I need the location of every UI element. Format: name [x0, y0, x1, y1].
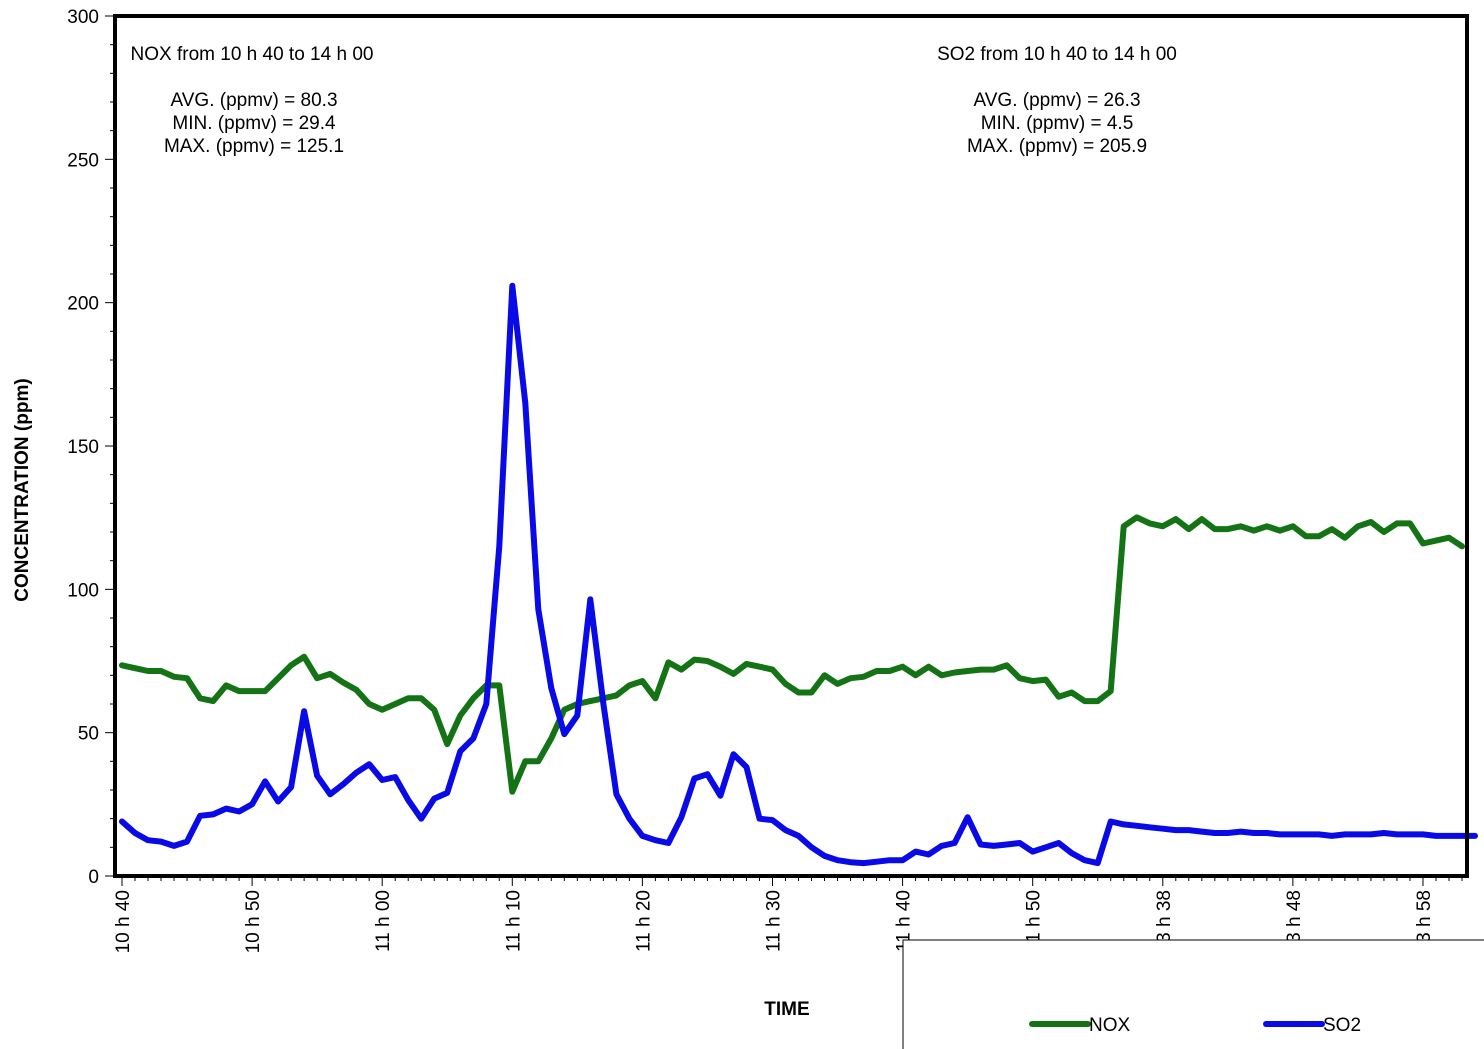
- so2-annotation-avg: AVG. (ppmv) = 26.3: [973, 90, 1140, 111]
- y-tick-label: 50: [78, 724, 99, 745]
- x-tick-label: 11 h 20: [633, 890, 654, 952]
- y-tick-label: 300: [67, 7, 99, 28]
- legend: NOX SO2: [902, 939, 1484, 1049]
- x-axis-title: TIME: [764, 999, 809, 1020]
- y-tick-label: 200: [67, 294, 99, 315]
- so2-annotation: SO2 from 10 h 40 to 14 h 00 AVG. (ppmv) …: [937, 44, 1177, 157]
- x-tick-label: 13 h 38: [1154, 890, 1175, 953]
- legend-nox-label: NOX: [1089, 1015, 1131, 1036]
- y-tick-label: 100: [67, 580, 99, 601]
- legend-item-nox: NOX: [1029, 1015, 1131, 1036]
- x-tick-label: 10 h 40: [113, 890, 134, 953]
- nox-annotation-max: MAX. (ppmv) = 125.1: [164, 136, 344, 157]
- x-tick-label: 11 h 30: [763, 890, 784, 952]
- so2-annotation-min: MIN. (ppmv) = 4.5: [981, 113, 1134, 134]
- x-tick-label: 13 h 58: [1414, 890, 1435, 953]
- series-layer: [119, 282, 1478, 867]
- so2-annotation-title: SO2 from 10 h 40 to 14 h 00: [937, 44, 1177, 65]
- x-tick-label: 11 h 00: [373, 890, 394, 952]
- x-tick-label: 11 h 40: [894, 890, 915, 952]
- x-tick-label: 10 h 50: [243, 890, 264, 953]
- nox-annotation-title: NOX from 10 h 40 to 14 h 00: [131, 44, 374, 65]
- plot-border: [113, 14, 1469, 878]
- legend-box: [902, 939, 1484, 1049]
- y-axis: 0 50 100 150 200 250 300: [67, 7, 115, 888]
- x-axis: 10 h 40 10 h 50 11 h 00 11 h 10 11 h 20 11 h …: [113, 876, 1463, 953]
- y-tick-label: 250: [67, 150, 99, 171]
- so2-annotation-max: MAX. (ppmv) = 205.9: [967, 136, 1147, 157]
- legend-so2-label: SO2: [1323, 1015, 1361, 1036]
- nox-annotation: NOX from 10 h 40 to 14 h 00 AVG. (ppmv) …: [131, 44, 374, 157]
- x-tick-label: 13 h 48: [1284, 890, 1305, 953]
- y-tick-label: 150: [67, 437, 99, 458]
- legend-item-so2: SO2: [1263, 1015, 1361, 1036]
- y-tick-label: 0: [88, 867, 99, 888]
- x-tick-label: 11 h 50: [1024, 890, 1045, 952]
- nox-annotation-min: MIN. (ppmv) = 29.4: [172, 113, 336, 134]
- series-line-nox: [119, 514, 1465, 795]
- y-axis-title: CONCENTRATION (ppm): [12, 378, 33, 601]
- nox-annotation-avg: AVG. (ppmv) = 80.3: [170, 90, 337, 111]
- series-line-so2: [119, 282, 1478, 867]
- x-tick-label: 11 h 10: [503, 890, 524, 952]
